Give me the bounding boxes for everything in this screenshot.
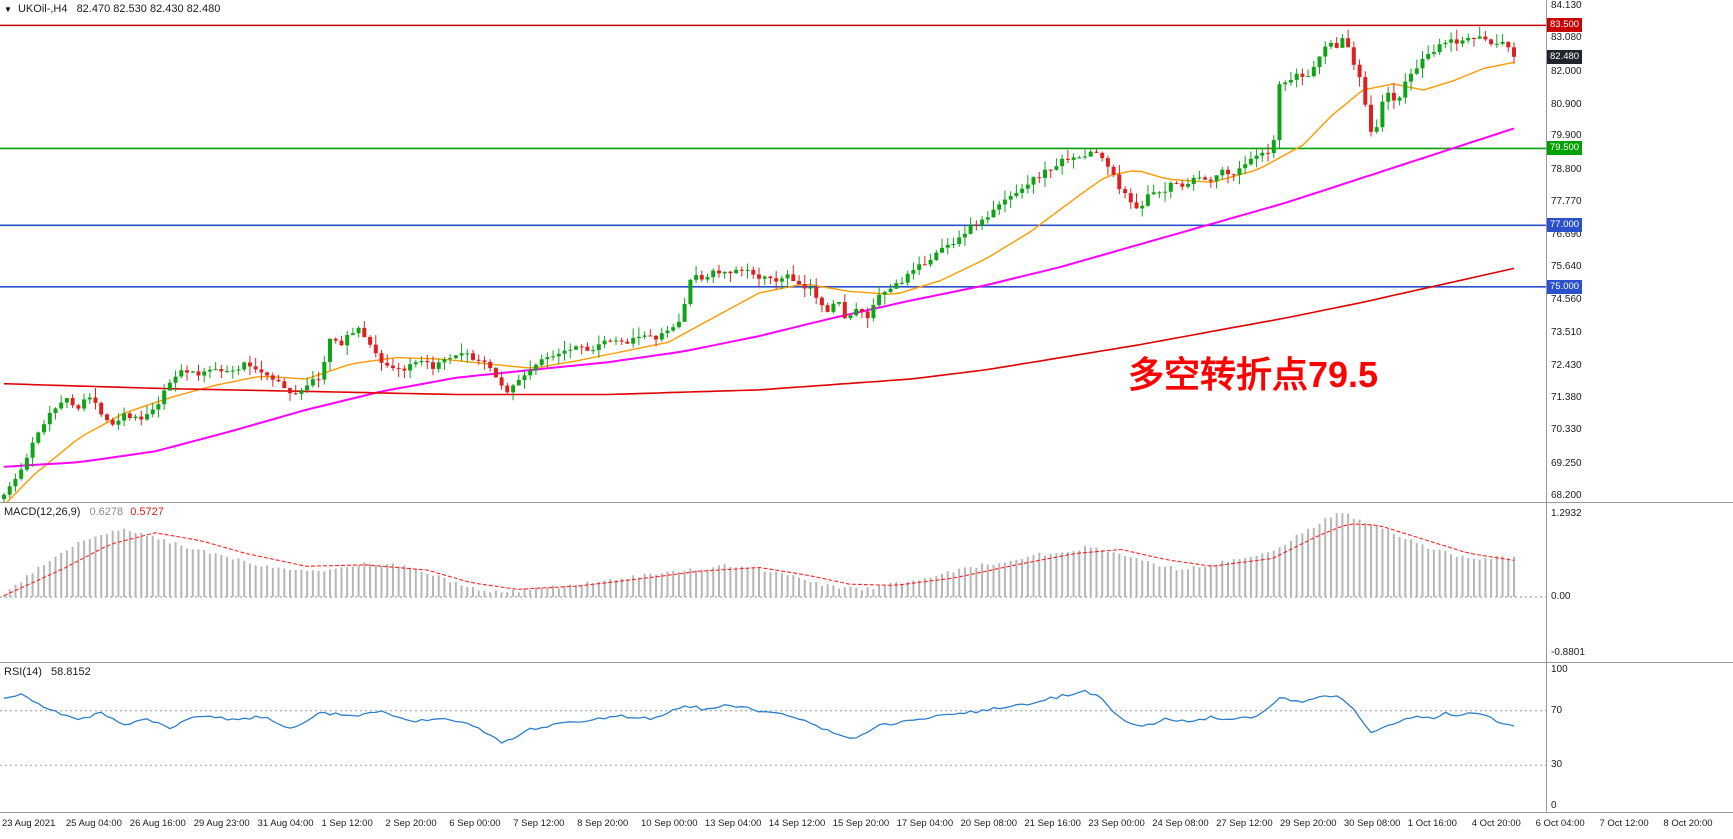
time-tick-label: 8 Sep 20:00	[577, 818, 629, 829]
price-tick-label: 74.560	[1551, 294, 1582, 306]
price-level-badge: 79.500	[1547, 141, 1583, 156]
price-tick-label: 82.000	[1551, 65, 1582, 77]
price-tick-label: 77.770	[1551, 195, 1582, 207]
pane-separator[interactable]	[0, 662, 1733, 663]
time-tick-label: 6 Sep 00:00	[449, 818, 501, 829]
time-tick-label: 24 Sep 08:00	[1152, 818, 1209, 829]
macd-tick-label: 0.00	[1551, 591, 1571, 602]
price-tick-label: 75.640	[1551, 261, 1582, 273]
time-tick-label: 10 Sep 00:00	[641, 818, 698, 829]
price-level-badge: 77.000	[1547, 218, 1583, 233]
time-tick-label: 2 Sep 20:00	[385, 818, 437, 829]
rsi-chart[interactable]	[0, 662, 1546, 812]
price-axis[interactable]: 84.130 83.080 82.000 80.900 79.900 78.800 77.7…	[1546, 0, 1732, 812]
price-tick-label: 72.430	[1551, 359, 1582, 371]
price-tick-label: 71.380	[1551, 392, 1582, 404]
macd-header: MACD(12,26,9) 0.6278 0.5727	[4, 506, 164, 518]
price-tick-label: 68.200	[1551, 490, 1582, 501]
price-tick-label: 76.690	[1551, 228, 1582, 240]
rsi-tick-label: 100	[1551, 664, 1568, 675]
rsi-value: 58.8152	[50, 666, 91, 678]
candlestick-chart[interactable]	[0, 0, 1546, 502]
time-tick-label: 7 Oct 12:00	[1599, 818, 1649, 829]
time-tick-label: 23 Sep 00:00	[1088, 818, 1145, 829]
price-level-badge: 75.000	[1547, 279, 1583, 294]
pane-separator[interactable]	[0, 502, 1733, 503]
macd-signal-line	[3, 523, 1515, 597]
time-tick-label: 29 Sep 20:00	[1280, 818, 1337, 829]
macd-tick-label: -0.8801	[1551, 647, 1585, 659]
price-tick-label: 83.080	[1551, 32, 1582, 44]
macd-pane[interactable]: MACD(12,26,9) 0.6278 0.5727	[0, 502, 1546, 662]
ma-fast-orange	[6, 61, 1515, 502]
time-tick-label: 4 Oct 20:00	[1471, 818, 1521, 829]
price-tick-label: 69.250	[1551, 457, 1582, 469]
rsi-tick-label: 70	[1551, 704, 1563, 716]
time-tick-label: 1 Oct 16:00	[1407, 818, 1457, 829]
candles-layer	[2, 26, 1516, 502]
rsi-tick-label: 0	[1551, 800, 1557, 811]
ma-mid-magenta	[3, 127, 1515, 468]
ohlc-values: 82.470 82.530 82.430 82.480	[76, 3, 221, 15]
price-tick-label: 84.130	[1551, 0, 1582, 11]
rsi-line	[3, 689, 1515, 744]
price-level-badge: 83.500	[1547, 18, 1583, 33]
current-price-badge: 82.480	[1547, 49, 1583, 64]
macd-histogram	[3, 513, 1515, 597]
rsi-label: RSI(14)	[4, 666, 42, 678]
time-tick-label: 23 Aug 2021	[2, 818, 56, 829]
time-tick-label: 26 Aug 16:00	[129, 818, 186, 829]
price-tick-label: 80.900	[1551, 99, 1582, 111]
time-tick-label: 29 Aug 23:00	[193, 818, 250, 829]
time-tick-label: 13 Sep 04:00	[704, 818, 762, 829]
time-tick-label: 1 Sep 12:00	[321, 818, 373, 829]
ma-slow-red	[3, 267, 1515, 396]
price-tick-label: 70.330	[1551, 424, 1582, 436]
macd-signal-value: 0.5727	[130, 506, 164, 518]
time-tick-label: 20 Sep 08:00	[960, 818, 1018, 829]
time-tick-label: 25 Aug 04:00	[65, 818, 122, 829]
macd-chart[interactable]	[0, 502, 1546, 662]
time-tick-label: 17 Sep 04:00	[896, 818, 954, 829]
macd-label: MACD(12,26,9)	[4, 506, 81, 518]
symbol-period-label: UKOil-,H4	[17, 3, 68, 15]
time-tick-label: 8 Oct 20:00	[1663, 818, 1713, 829]
price-tick-label: 78.800	[1551, 163, 1582, 175]
rsi-pane[interactable]: RSI(14) 58.8152	[0, 662, 1546, 812]
moving-averages	[3, 61, 1515, 502]
time-tick-label: 31 Aug 04:00	[257, 818, 314, 829]
time-tick-label: 15 Sep 20:00	[832, 818, 890, 829]
time-tick-label: 27 Sep 12:00	[1216, 818, 1273, 829]
macd-main-value: 0.6278	[89, 506, 124, 518]
time-tick-label: 21 Sep 16:00	[1024, 818, 1081, 829]
time-tick-label: 14 Sep 12:00	[768, 818, 826, 829]
time-axis[interactable]: 23 Aug 2021 25 Aug 04:00 26 Aug 16:00 29 Au…	[0, 812, 1733, 839]
macd-tick-label: 1.2932	[1551, 508, 1582, 519]
support-resistance-lines	[0, 24, 1546, 288]
price-tick-label: 73.510	[1551, 326, 1582, 338]
rsi-tick-label: 30	[1551, 759, 1563, 771]
time-tick-label: 7 Sep 12:00	[513, 818, 565, 829]
chart-header: ▼ UKOil-,H4 82.470 82.530 82.430 82.480	[4, 3, 220, 15]
annotation-text[interactable]: 多空转折点79.5	[1128, 354, 1379, 395]
rsi-header: RSI(14) 58.8152	[4, 666, 91, 678]
time-tick-label: 6 Oct 04:00	[1535, 818, 1585, 829]
dropdown-triangle-icon[interactable]: ▼	[4, 5, 12, 14]
price-tick-label: 79.900	[1551, 130, 1582, 142]
price-pane[interactable]: ▼ UKOil-,H4 82.470 82.530 82.430 82.480	[0, 0, 1546, 502]
time-tick-label: 30 Sep 08:00	[1343, 818, 1401, 829]
